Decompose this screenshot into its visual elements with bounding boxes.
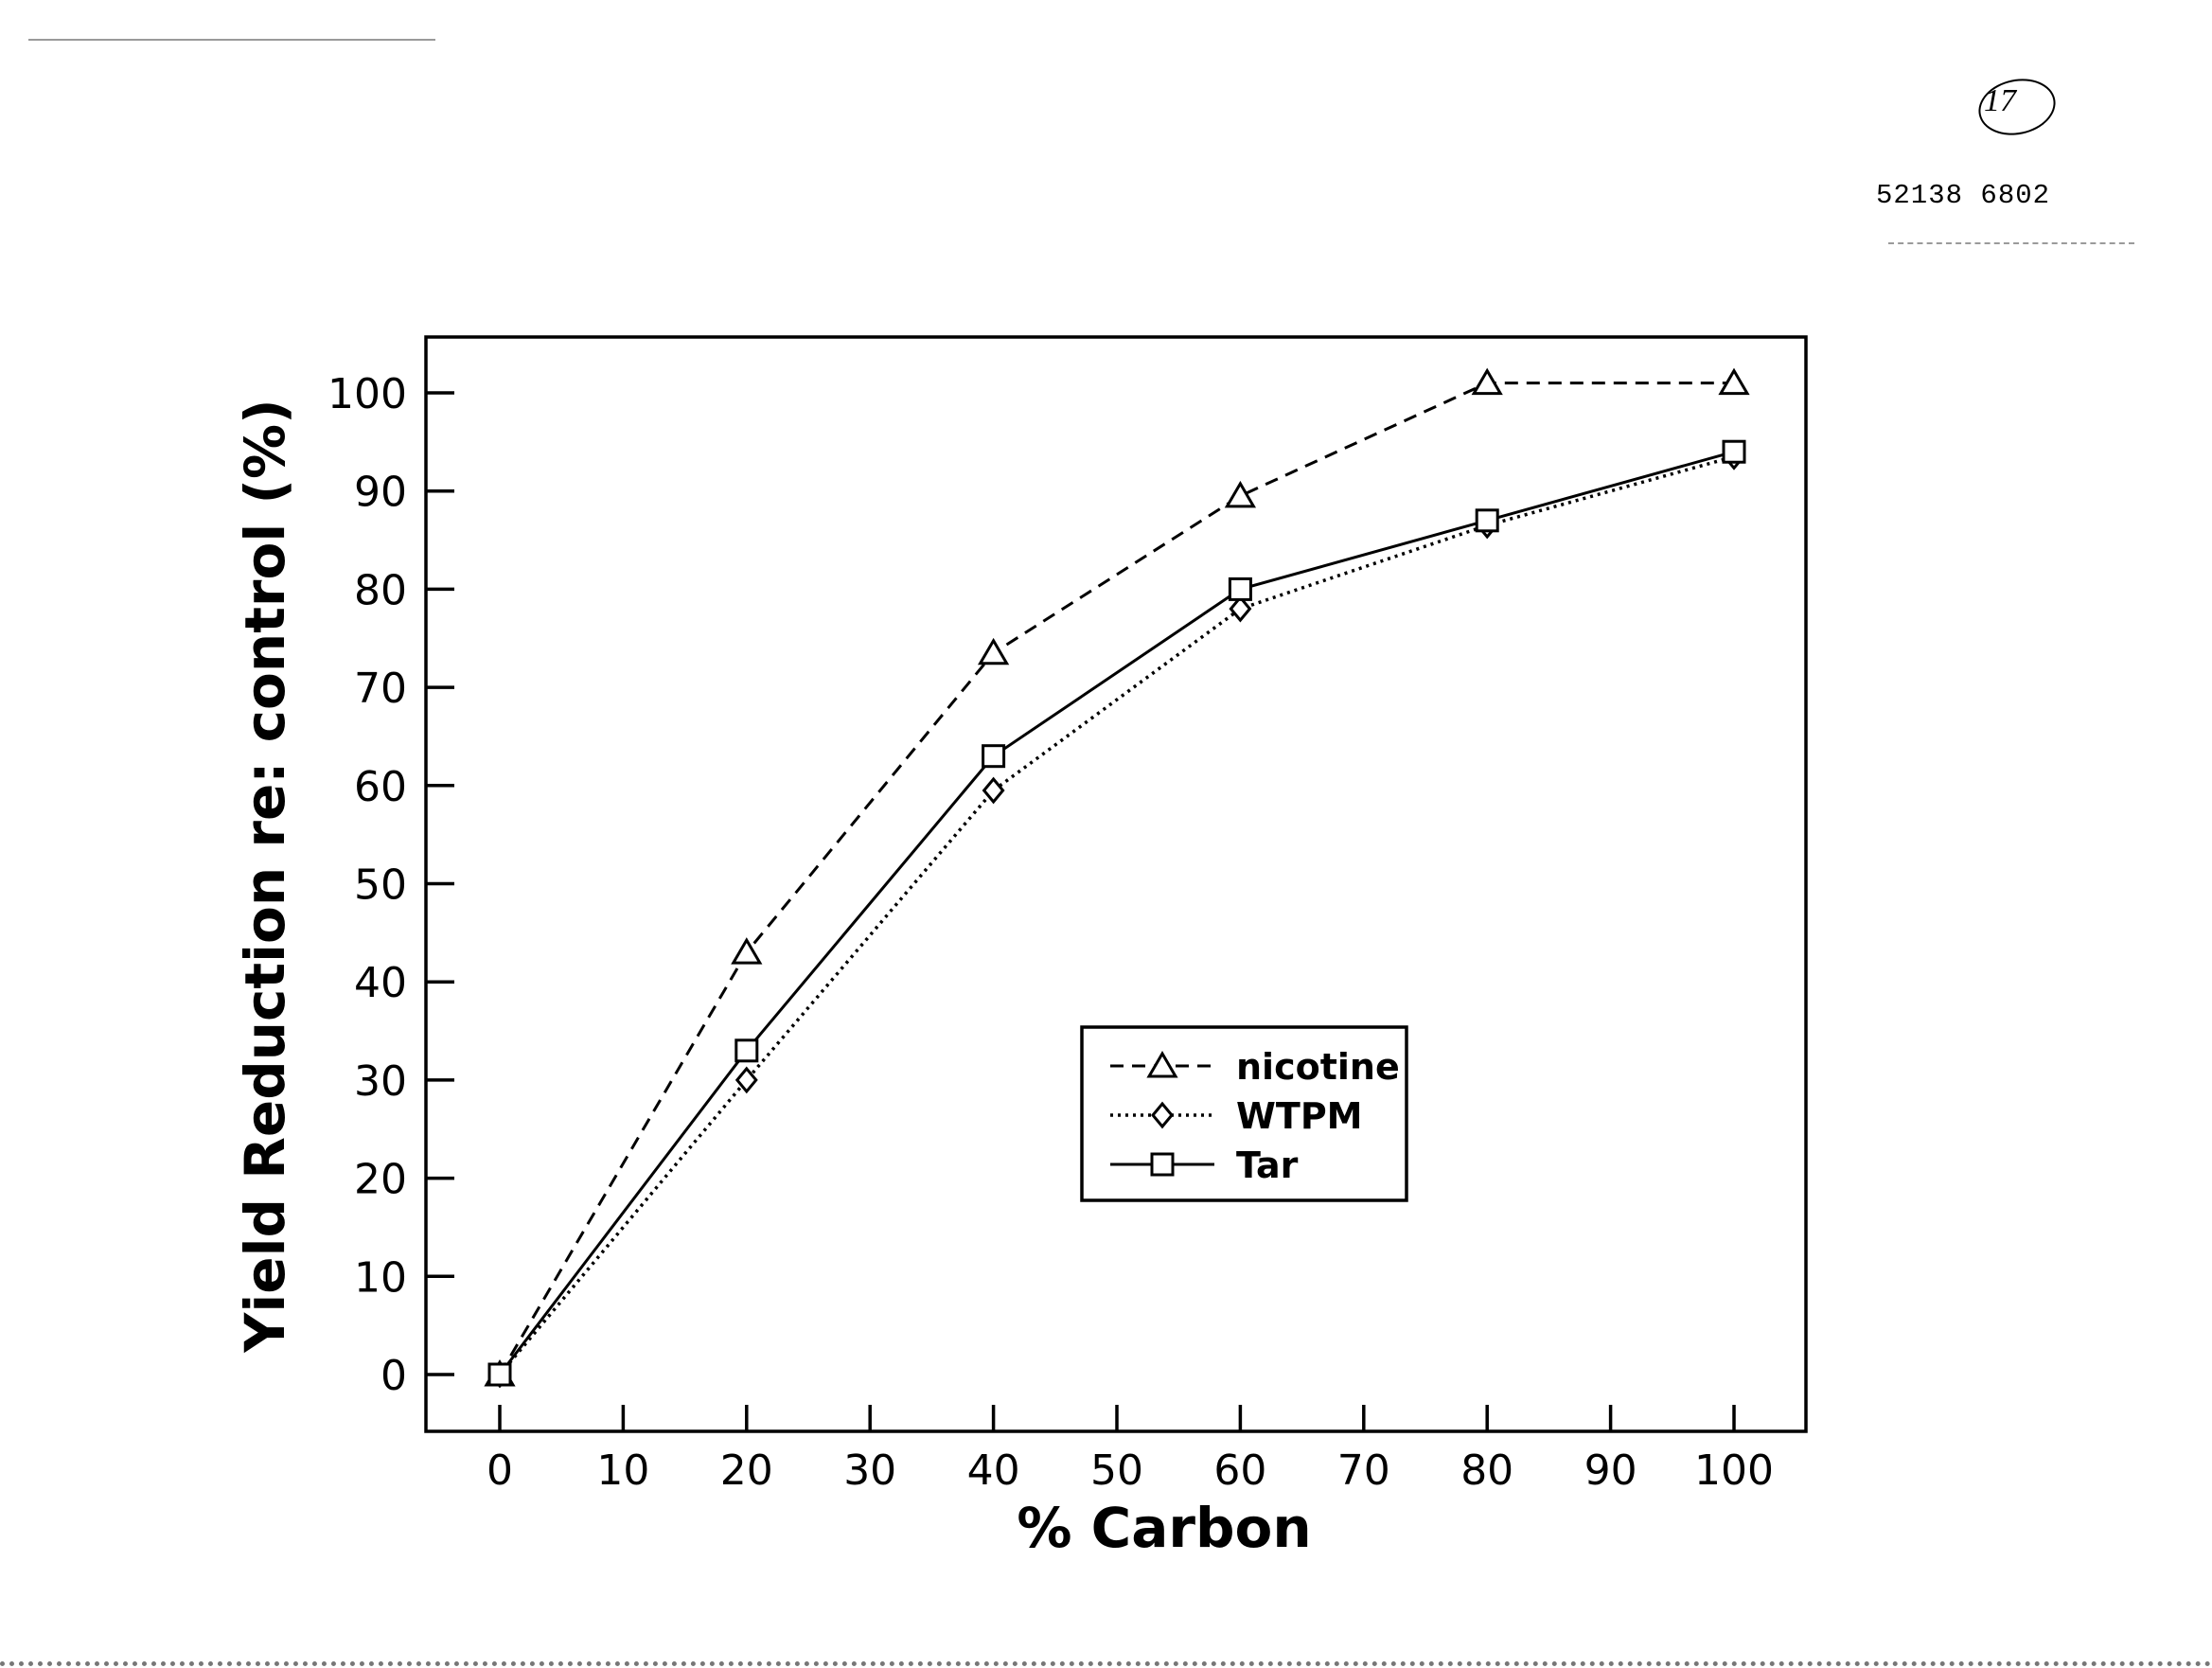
legend-marker-nicotine [1146, 1051, 1178, 1078]
legend-marker-wtpm [1151, 1101, 1174, 1129]
y-tick-label: 70 [354, 665, 407, 713]
x-tick-label: 80 [1460, 1446, 1513, 1495]
y-tick-label: 50 [354, 861, 407, 910]
y-tick-label: 80 [354, 566, 407, 614]
data-point-tar [487, 1362, 512, 1387]
data-point-tar [1722, 439, 1746, 464]
series-line-tar [498, 450, 1735, 1375]
page-number: 17 [1984, 83, 2016, 118]
scan-artifact-line [28, 39, 435, 41]
plot-frame [424, 335, 1808, 1433]
y-tick-label: 10 [354, 1253, 407, 1302]
legend-label-tar: Tar [1236, 1145, 1299, 1186]
x-axis: 0 10 20 30 40 50 60 70 80 90 100 [487, 1405, 1774, 1495]
data-point-tar [734, 1038, 759, 1063]
series-line-wtpm [498, 454, 1735, 1376]
y-tick-label: 40 [354, 959, 407, 1007]
data-point-nicotine [977, 637, 1010, 665]
scan-artifact-line [0, 1661, 2212, 1666]
x-tick-label: 70 [1337, 1446, 1390, 1495]
y-tick-label: 90 [354, 469, 407, 517]
data-point-nicotine [1718, 367, 1750, 396]
x-tick-label: 60 [1213, 1446, 1266, 1495]
x-tick-label: 30 [843, 1446, 896, 1495]
data-point-tar [1475, 508, 1499, 533]
legend-box [1080, 1025, 1408, 1202]
y-tick-label: 60 [354, 763, 407, 811]
series-layer [484, 367, 1750, 1389]
legend-label-wtpm: WTPM [1236, 1095, 1363, 1137]
y-tick-label: 100 [327, 370, 407, 418]
document-id: 52138 6802 [1876, 180, 2051, 211]
y-axis-label: Yield Reduction re: control (%) [233, 399, 297, 1353]
legend-marker-tar [1150, 1152, 1175, 1177]
y-tick-label: 20 [354, 1156, 407, 1204]
data-point-tar [1228, 577, 1252, 601]
data-point-wtpm [982, 776, 1005, 805]
data-point-wtpm [734, 1066, 758, 1094]
series-line-nicotine [498, 382, 1734, 1375]
x-tick-label: 10 [596, 1446, 649, 1495]
y-tick-label: 30 [354, 1057, 407, 1106]
data-point-nicotine [1224, 480, 1257, 508]
data-point-wtpm [1229, 594, 1252, 623]
scan-artifact-line [1888, 242, 2134, 244]
data-point-nicotine [1471, 367, 1503, 396]
y-tick-label: 0 [380, 1352, 407, 1400]
x-tick-label: 20 [720, 1446, 773, 1495]
data-point-nicotine [731, 937, 763, 965]
legend: nicotine WTPM Tar [1080, 1025, 1408, 1202]
data-point-tar [982, 744, 1006, 769]
y-axis: 0 10 20 30 40 50 60 70 80 90 100 [327, 370, 454, 1400]
x-tick-label: 50 [1090, 1446, 1143, 1495]
legend-label-nicotine: nicotine [1236, 1046, 1400, 1088]
x-tick-label: 90 [1584, 1446, 1637, 1495]
x-axis-label: % Carbon [1017, 1496, 1311, 1560]
x-tick-label: 0 [487, 1446, 513, 1495]
x-tick-label: 40 [967, 1446, 1020, 1495]
x-tick-label: 100 [1694, 1446, 1774, 1495]
